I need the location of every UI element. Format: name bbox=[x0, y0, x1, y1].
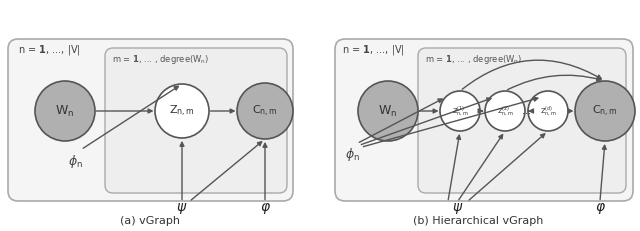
FancyBboxPatch shape bbox=[418, 48, 626, 193]
Circle shape bbox=[528, 91, 568, 131]
FancyBboxPatch shape bbox=[8, 39, 293, 201]
Text: $\psi$: $\psi$ bbox=[176, 201, 188, 216]
Text: Z$^{(d)}_{\mathrm{n,m}}$: Z$^{(d)}_{\mathrm{n,m}}$ bbox=[540, 104, 556, 118]
Circle shape bbox=[575, 81, 635, 141]
Text: m = $\mathbf{1}$, ... , degree(W$_\mathrm{n}$): m = $\mathbf{1}$, ... , degree(W$_\mathr… bbox=[425, 53, 522, 66]
Circle shape bbox=[485, 91, 525, 131]
Text: C$_\mathrm{n,m}$: C$_\mathrm{n,m}$ bbox=[252, 103, 278, 119]
Circle shape bbox=[237, 83, 293, 139]
Text: Z$^{(1)}_{\mathrm{n,m}}$: Z$^{(1)}_{\mathrm{n,m}}$ bbox=[452, 104, 468, 118]
Text: $\phi_\mathrm{n}$: $\phi_\mathrm{n}$ bbox=[68, 153, 83, 170]
Text: $\phi_\mathrm{n}$: $\phi_\mathrm{n}$ bbox=[345, 146, 360, 163]
Text: Z$_\mathrm{n,m}$: Z$_\mathrm{n,m}$ bbox=[169, 103, 195, 119]
Text: $\varphi$: $\varphi$ bbox=[595, 201, 605, 216]
Text: (a) vGraph: (a) vGraph bbox=[120, 216, 180, 226]
Text: W$_\mathrm{n}$: W$_\mathrm{n}$ bbox=[378, 103, 397, 119]
Text: C$_\mathrm{n,m}$: C$_\mathrm{n,m}$ bbox=[592, 103, 618, 119]
Text: Z$^{(2)}_{\mathrm{n,m}}$: Z$^{(2)}_{\mathrm{n,m}}$ bbox=[497, 104, 513, 118]
FancyBboxPatch shape bbox=[335, 39, 633, 201]
Text: n = $\mathbf{1}$, ..., |V|: n = $\mathbf{1}$, ..., |V| bbox=[18, 43, 81, 57]
Text: (b) Hierarchical vGraph: (b) Hierarchical vGraph bbox=[413, 216, 543, 226]
FancyBboxPatch shape bbox=[105, 48, 287, 193]
Circle shape bbox=[358, 81, 418, 141]
Text: n = $\mathbf{1}$, ..., |V|: n = $\mathbf{1}$, ..., |V| bbox=[342, 43, 405, 57]
Text: $\varphi$: $\varphi$ bbox=[259, 201, 271, 216]
Circle shape bbox=[35, 81, 95, 141]
Text: $\psi$: $\psi$ bbox=[452, 201, 464, 216]
Text: m = $\mathbf{1}$, ... , degree(W$_\mathrm{n}$): m = $\mathbf{1}$, ... , degree(W$_\mathr… bbox=[112, 53, 209, 66]
Circle shape bbox=[155, 84, 209, 138]
Text: ...: ... bbox=[522, 106, 531, 116]
Circle shape bbox=[440, 91, 480, 131]
Text: W$_\mathrm{n}$: W$_\mathrm{n}$ bbox=[56, 103, 75, 119]
